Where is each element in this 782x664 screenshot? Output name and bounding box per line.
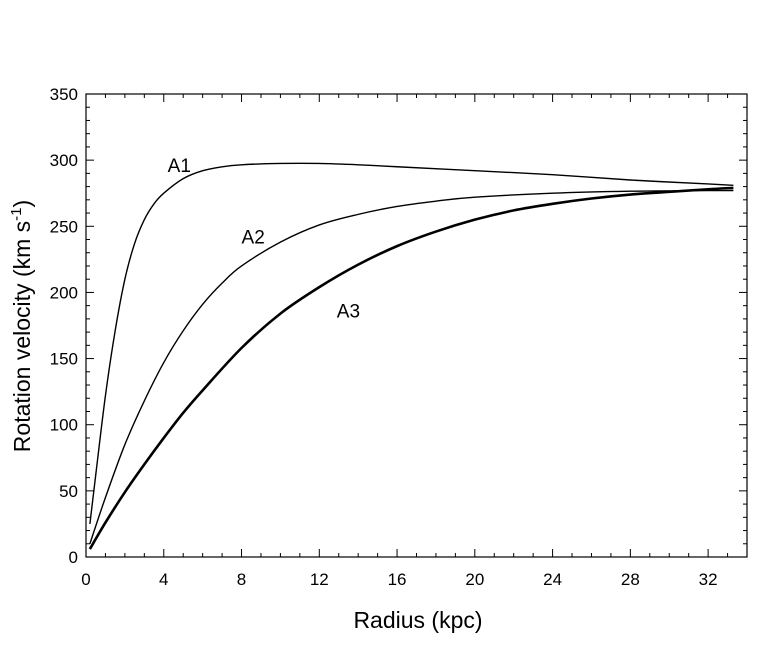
plot-frame (85, 93, 748, 558)
y-axis-title-main: Rotation velocity (km s (9, 221, 35, 452)
y-axis-title-superscript: -1 (8, 207, 25, 220)
series-label-a3: A3 (337, 302, 360, 323)
y-axis-title-close: ) (9, 200, 35, 208)
y-tick-label: 200 (50, 283, 78, 302)
y-tick-label: 350 (50, 85, 78, 104)
x-tick-label: 28 (621, 570, 640, 589)
x-tick-label: 4 (159, 570, 168, 589)
x-tick-label: 12 (310, 570, 329, 589)
series-line-a2 (89, 189, 734, 544)
curves-layer (88, 162, 734, 550)
series-line-a1 (89, 162, 734, 525)
y-tick-label: 100 (50, 416, 78, 435)
series-label-a2: A2 (242, 227, 265, 248)
x-tick-label: 32 (699, 570, 718, 589)
y-tick-label: 0 (69, 548, 78, 567)
y-tick-label: 300 (50, 151, 78, 170)
y-axis-title: Rotation velocity (km s-1) (8, 200, 35, 452)
y-tick-label: 50 (59, 482, 78, 501)
x-axis-title: Radius (kpc) (353, 607, 482, 633)
x-tick-label: 24 (543, 570, 562, 589)
labels-layer: 0 4 8 12 16 20 24 28 32 0 50 100 150 200 250 300 350 A1 A2… (50, 85, 718, 589)
series-line-a3 (88, 186, 734, 550)
x-tick-label: 20 (465, 570, 484, 589)
x-tick-label: 0 (81, 570, 90, 589)
x-tick-label: 8 (237, 570, 246, 589)
series-label-a1: A1 (168, 156, 191, 177)
y-tick-label: 250 (50, 217, 78, 236)
x-tick-label: 16 (388, 570, 407, 589)
y-tick-label: 150 (50, 350, 78, 369)
